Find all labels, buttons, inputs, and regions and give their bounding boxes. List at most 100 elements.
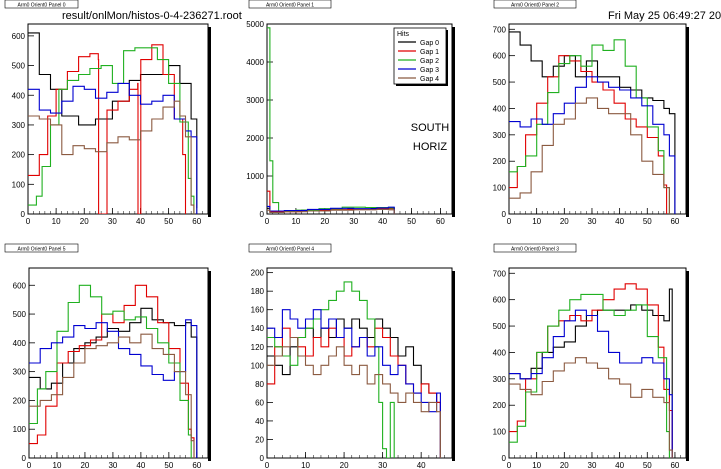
panel-title-box [248,0,332,9]
y-tick-label: 700 [493,25,507,34]
y-tick-label: 200 [12,151,26,160]
x-tick-label: 20 [80,461,89,469]
y-tick-label: 4000 [246,58,264,67]
y-tick-label: 20 [255,435,264,444]
series-line-4 [509,357,673,458]
x-tick-label: 50 [643,461,652,469]
y-tick-label: 1000 [246,172,264,181]
panel-title: Arm0 Orient0 Panel 0 [17,3,65,9]
x-tick-label: 0 [27,461,32,469]
x-tick-label: 20 [340,461,349,469]
series-line-4 [267,208,395,214]
frame-shadow [208,271,211,461]
panel-4: Arm0 Orient0 Panel 4 0 10 20 30 40 0 20 40 60 80 10… [248,243,455,469]
frame-shadow [452,27,455,217]
y-tick-label: 3000 [246,96,264,105]
y-tick-label: 600 [493,296,507,305]
x-tick-label: 0 [507,461,512,469]
panel-title: Arm0 Orient0 Panel 1 [266,3,314,9]
y-tick-label: 500 [13,310,27,319]
x-tick-label: 10 [52,217,61,226]
y-tick-label: 600 [493,52,507,61]
x-tick-label: 50 [407,217,416,226]
y-tick-label: 200 [13,396,27,405]
x-tick-label: 40 [136,461,145,469]
legend-entry: Gap 3 [420,67,439,74]
y-tick-label: 400 [493,348,507,357]
legend-box [393,27,447,85]
x-tick-label: 60 [670,217,679,226]
series-line-4 [28,100,195,214]
panel-title-box [493,243,577,253]
panel-title-box [493,0,577,9]
date-label: Fri May 25 06:49:27 2007 [608,10,721,22]
x-tick-label: 20 [80,217,89,226]
y-tick-label: 500 [493,78,507,87]
frame-shadow [686,27,689,217]
panel-title-box [248,243,332,253]
x-tick-label: 10 [532,461,541,469]
x-tick-label: 10 [532,217,541,226]
panel-2: Arm0 Orient0 Panel 20 10 20 30 40 50 600100200… [493,0,689,226]
file-label: result/onlMon/histos-0-4-236271.root [62,10,242,22]
panel-3: Arm0 Orient0 Panel 50 10 20 30 40 50 600100200… [4,243,211,469]
y-tick-label: 300 [13,368,27,377]
y-tick-label: 0 [260,210,265,219]
x-tick-label: 10 [301,461,310,469]
y-tick-label: 300 [493,131,507,140]
panel-title: Arm0 Orient0 Panel 5 [17,247,65,253]
series-line-2 [509,293,670,458]
series-line-4 [509,97,670,214]
y-tick-label: 300 [12,121,26,130]
y-tick-label: 400 [493,104,507,113]
x-tick-label: 20 [560,217,569,226]
series-line-4 [267,336,441,458]
legend-entry: Gap 2 [420,58,439,65]
x-tick-label: 30 [108,217,117,226]
y-tick-label: 100 [251,361,265,370]
y-tick-label: 700 [493,269,507,278]
x-tick-label: 20 [320,217,329,226]
x-tick-label: 0 [26,217,31,226]
series-line-3 [267,309,441,458]
x-tick-label: 40 [417,461,426,469]
series-line-0 [509,31,676,214]
y-tick-label: 600 [12,32,26,41]
x-tick-label: 60 [670,461,679,469]
x-tick-label: 40 [378,217,387,226]
y-tick-label: 160 [251,306,265,315]
x-tick-label: 30 [108,461,117,469]
x-tick-label: 60 [192,461,201,469]
x-tick-label: 0 [265,461,270,469]
panel-0: Arm0 Orient0 Panel 00 10 20 30 40 50 600100200… [4,0,211,226]
legend-entry: Gap 1 [420,49,439,56]
y-tick-label: 0 [502,454,507,463]
panel-title: Arm0 Orient0 Panel 4 [266,247,314,253]
series-line-3 [267,205,395,214]
y-tick-label: 0 [260,454,265,463]
series-line-1 [29,284,195,458]
panel-title: Arm0 Orient0 Panel 3 [511,247,559,253]
legend-entry: Gap 0 [420,40,439,47]
x-tick-label: 40 [615,217,624,226]
frame-shadow [452,271,455,461]
panel-5: Arm0 Orient0 Panel 30 10 20 30 40 50 600100200… [493,243,689,469]
y-tick-label: 500 [12,62,26,71]
x-tick-label: 30 [378,461,387,469]
x-tick-label: 10 [53,461,62,469]
series-line-2 [29,284,192,458]
x-tick-label: 0 [507,217,512,226]
series-line-2 [28,47,195,214]
plot-frame [28,267,209,459]
y-tick-label: 0 [22,454,27,463]
y-tick-label: 400 [13,339,27,348]
y-tick-label: 200 [251,269,265,278]
series-line-4 [29,333,195,458]
series-line-2 [267,281,395,458]
x-tick-label: 50 [643,217,652,226]
y-tick-label: 100 [493,428,507,437]
x-tick-label: 50 [164,461,173,469]
y-tick-label: 100 [493,184,507,193]
panel-title: Arm0 Orient0 Panel 2 [511,3,559,9]
